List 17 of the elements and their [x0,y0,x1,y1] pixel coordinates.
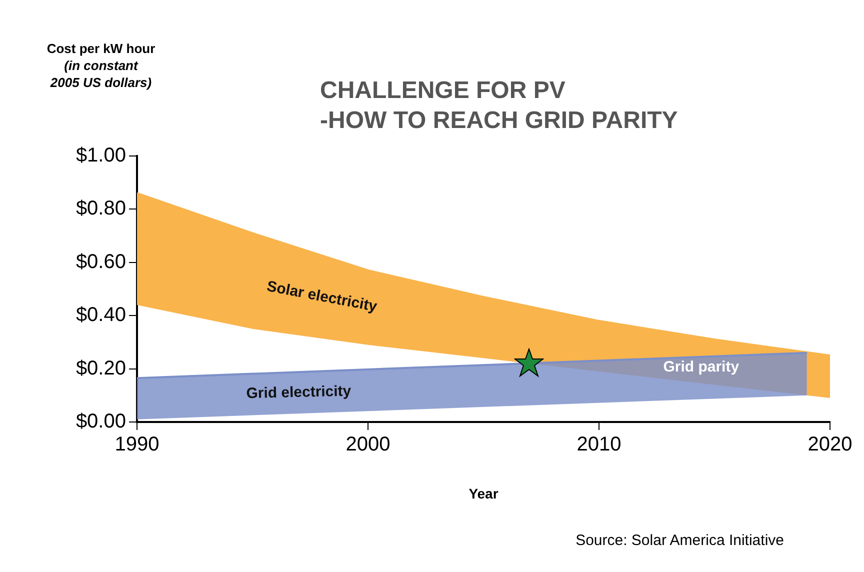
chart-title: CHALLENGE FOR PV -HOW TO REACH GRID PARITY [320,76,678,136]
y-tick-label: $0.80 [76,198,126,220]
x-axis-title: Year [468,485,499,502]
x-tick-label: 2020 [808,434,852,456]
y-tick-label: $0.40 [76,304,126,326]
source-note: Source: Solar America Initiative [576,532,784,549]
x-tick-label: 2010 [576,434,622,456]
y-tick-label: $0.60 [76,250,126,273]
series-label: Grid electricity [246,382,352,402]
y-tick-label: $0.20 [76,357,126,380]
x-tick-label: 1990 [114,434,160,456]
x-tick-label: 2000 [346,434,390,456]
y-tick-label: $0.00 [76,410,126,433]
y-axis-title: Cost per kW hour (in constant 2005 US dollars) [46,40,156,91]
text: Solar electricity [265,278,379,316]
annotation: Grid parity [663,358,740,376]
y-tick-label: $1.00 [76,144,126,167]
